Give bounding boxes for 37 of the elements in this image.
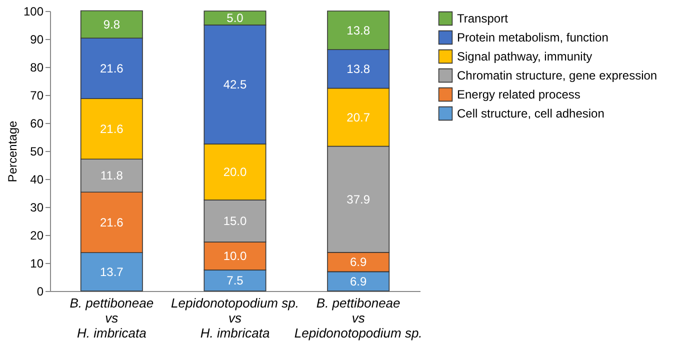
data-label: 21.6 — [100, 122, 124, 136]
y-axis-title: Percentage — [5, 120, 20, 182]
data-label: 20.0 — [223, 165, 247, 179]
data-label: 11.8 — [100, 168, 124, 183]
legend-label: Transport — [457, 12, 509, 26]
y-tick-label: 0 — [36, 284, 44, 298]
data-label: 37.9 — [346, 192, 370, 206]
y-tick-label: 20 — [30, 228, 44, 242]
data-label: 7.5 — [226, 274, 244, 288]
data-label: 13.8 — [346, 23, 370, 38]
legend-label: Chromatin structure, gene expression — [457, 68, 658, 82]
y-tick-label: 70 — [30, 88, 44, 102]
data-label: 42.5 — [223, 78, 247, 92]
data-label: 13.7 — [100, 264, 124, 279]
data-label: 21.6 — [100, 215, 124, 230]
legend-label: Cell structure, cell adhesion — [457, 106, 604, 120]
y-tick-label: 60 — [30, 116, 44, 130]
data-label: 21.6 — [100, 61, 124, 76]
legend-label: Energy related process — [457, 88, 580, 102]
data-label: 10.0 — [223, 249, 247, 263]
y-tick-label: 10 — [30, 256, 44, 270]
legend-label: Signal pathway, immunity — [457, 50, 592, 64]
y-tick-label: 100 — [23, 4, 44, 18]
y-tick-label: 30 — [30, 200, 44, 214]
data-label: 6.9 — [350, 274, 367, 288]
y-tick-label: 80 — [30, 60, 44, 74]
data-label: 13.8 — [346, 62, 370, 76]
data-label: 20.7 — [346, 110, 370, 124]
y-tick-label: 90 — [30, 32, 44, 46]
data-label: 6.9 — [350, 255, 367, 270]
data-label: 15.0 — [223, 214, 247, 228]
y-tick-label: 40 — [30, 172, 44, 186]
y-tick-label: 50 — [30, 144, 44, 158]
data-label: 9.8 — [103, 17, 120, 32]
x-tick-label: B. pettiboneae vs H. imbricata — [70, 296, 154, 340]
data-label: 5.0 — [226, 11, 244, 25]
legend-label: Protein metabolism, function — [457, 30, 608, 44]
